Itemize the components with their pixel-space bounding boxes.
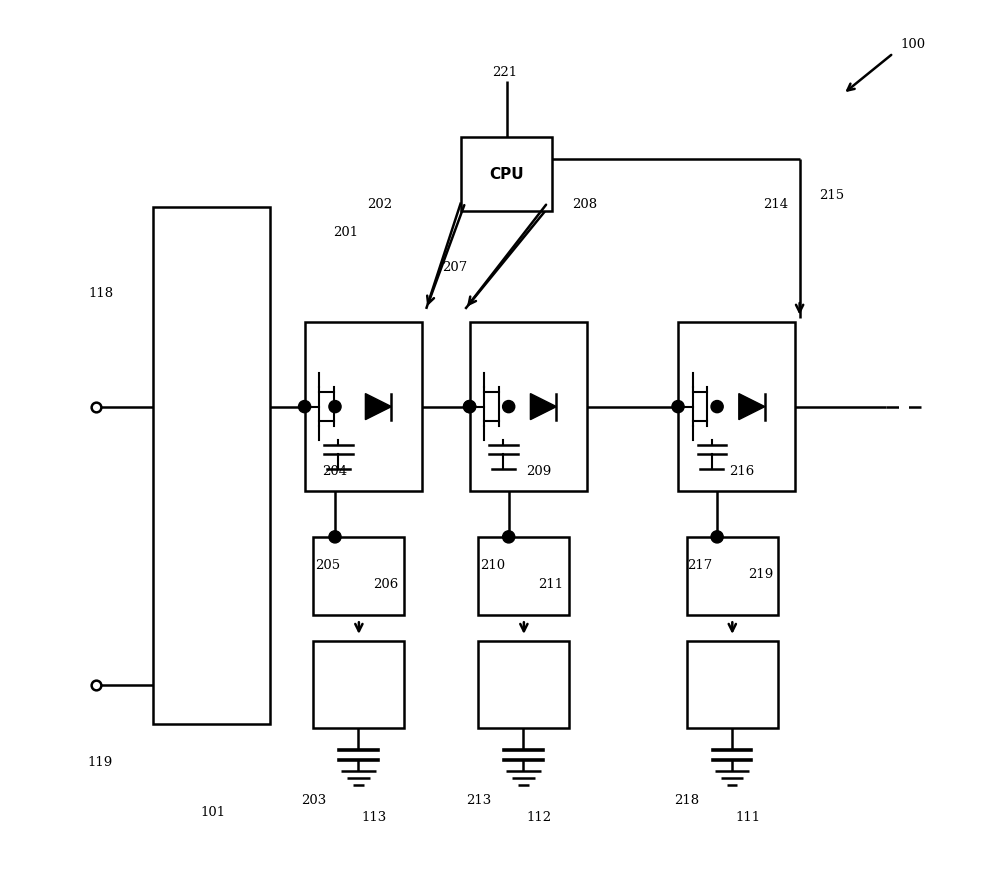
Polygon shape (739, 393, 765, 420)
Circle shape (464, 400, 476, 413)
Text: 118: 118 (88, 288, 113, 300)
Text: 209: 209 (526, 465, 552, 478)
Text: CPU: CPU (489, 167, 524, 182)
Text: 210: 210 (480, 559, 506, 572)
Circle shape (503, 531, 515, 543)
Bar (678, 322, 795, 491)
Circle shape (503, 400, 515, 413)
Text: 213: 213 (466, 794, 491, 807)
Text: 201: 201 (333, 226, 358, 239)
Text: 216: 216 (729, 465, 754, 478)
Polygon shape (530, 393, 556, 420)
Circle shape (672, 400, 684, 413)
Circle shape (711, 400, 723, 413)
Text: 221: 221 (492, 66, 517, 79)
Circle shape (329, 531, 341, 543)
Bar (305, 322, 422, 491)
Text: 111: 111 (735, 811, 760, 824)
Text: 204: 204 (322, 465, 348, 478)
Bar (478, 537, 569, 615)
Text: 100: 100 (900, 38, 925, 51)
Text: 207: 207 (442, 261, 467, 274)
Bar (470, 322, 587, 491)
Text: 205: 205 (315, 559, 341, 572)
Bar (687, 537, 778, 615)
Text: 217: 217 (687, 559, 712, 572)
Bar (687, 642, 778, 728)
Polygon shape (365, 393, 391, 420)
Text: 203: 203 (301, 794, 326, 807)
Circle shape (299, 400, 311, 413)
Text: 113: 113 (361, 811, 387, 824)
Text: 206: 206 (373, 578, 398, 591)
Circle shape (464, 400, 476, 413)
Text: 215: 215 (819, 189, 844, 202)
Bar (313, 537, 404, 615)
Text: 101: 101 (201, 806, 226, 819)
Text: 202: 202 (368, 198, 393, 211)
Text: 112: 112 (527, 811, 552, 824)
Bar (461, 137, 552, 212)
Bar (153, 207, 270, 724)
Bar (313, 642, 404, 728)
Text: 218: 218 (674, 794, 699, 807)
Circle shape (711, 531, 723, 543)
Bar (478, 642, 569, 728)
Text: 219: 219 (748, 568, 773, 580)
Text: 214: 214 (764, 198, 789, 211)
Text: 119: 119 (88, 756, 113, 769)
Text: 211: 211 (538, 578, 563, 591)
Circle shape (329, 400, 341, 413)
Text: 208: 208 (573, 198, 598, 211)
